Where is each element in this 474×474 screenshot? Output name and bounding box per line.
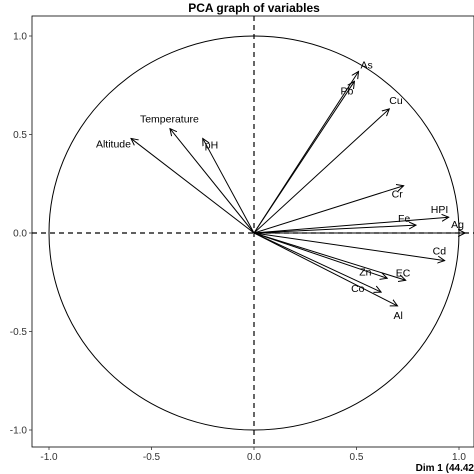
label-hpi: HPI [431,204,449,216]
label-pb: Pb [340,85,353,97]
arrow-cd [253,232,445,261]
arrow-altitude [131,138,255,234]
plot-area: -1.0 -0.5 0.0 0.5 1.0 -1.0 -0.5 0.0 0.5 1.0 As Pb Cu… [10,15,474,463]
label-ph: pH [205,139,218,151]
label-cr: Cr [392,189,404,201]
arrow-cr [253,186,404,234]
label-zn: Zn [359,266,371,278]
arrow-pb [253,81,354,234]
arrow-fe [253,225,416,234]
arrow-al [253,232,398,306]
label-as: As [361,59,373,71]
label-ec: EC [396,267,411,279]
x-tick-label: 1.0 [452,452,466,463]
x-tick-label: 0.5 [350,452,364,463]
arrow-co [253,232,381,292]
arrow-zn [253,232,387,278]
y-tick-label: 1.0 [13,32,27,43]
label-cu: Cu [389,95,403,107]
arrow-cu [253,109,389,234]
y-tick-label: 0.0 [13,229,27,240]
y-tick-label: -1.0 [10,426,28,437]
label-cd: Cd [433,246,447,258]
y-tick-label: 0.5 [13,130,27,141]
plot-border [31,15,474,448]
label-al: Al [394,310,403,322]
x-tick-label: 0.0 [247,452,261,463]
x-tick-label: -1.0 [40,452,58,463]
label-temperature: Temperature [140,114,199,126]
arrow-hpi [253,217,449,234]
label-fe: Fe [398,213,410,225]
x-tick-label: -0.5 [143,452,161,463]
arrow-ec [253,232,406,280]
label-altitude: Altitude [96,138,131,150]
y-tick-label: -0.5 [10,327,28,338]
arrow-temperature [170,129,255,234]
x-axis-title: Dim 1 (44.42 [416,463,474,474]
label-co: Co [351,283,365,295]
label-ag: Ag [451,219,464,231]
arrow-ph [203,138,255,234]
chart-title: PCA graph of variables [188,1,320,15]
